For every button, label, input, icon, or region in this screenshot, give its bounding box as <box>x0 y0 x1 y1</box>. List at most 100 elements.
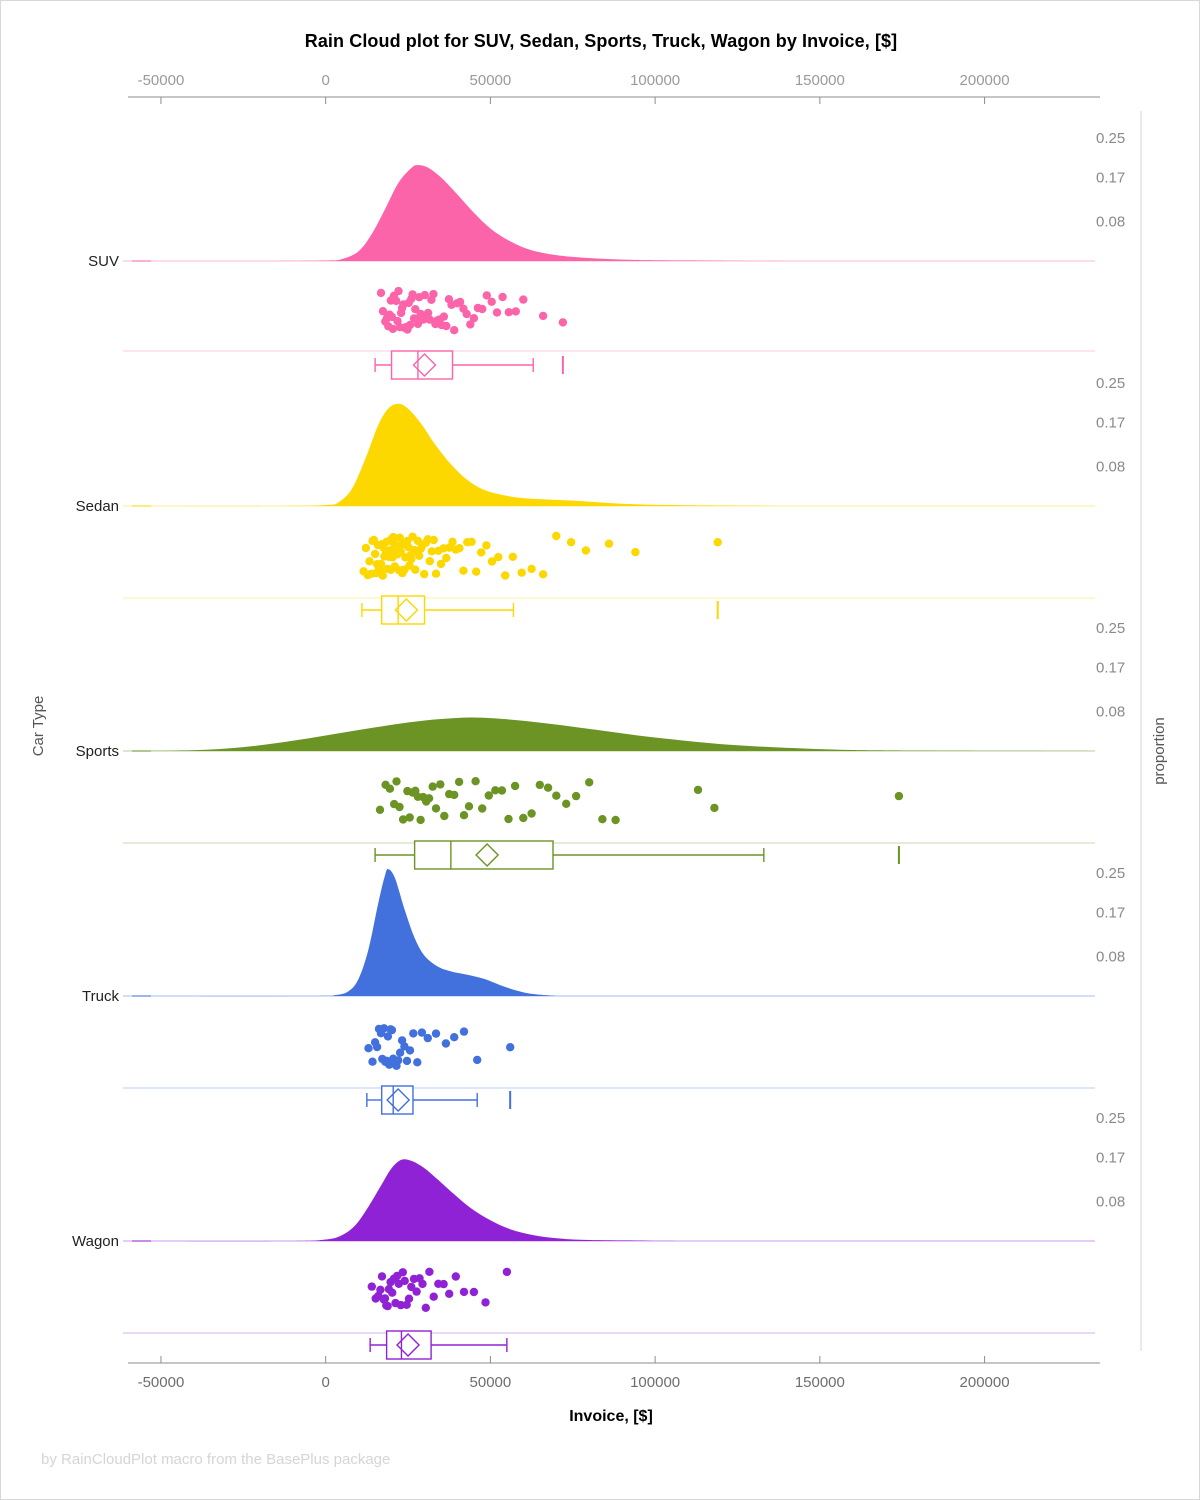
proportion-tick-label: 0.08 <box>1096 704 1125 721</box>
rain-dot <box>506 1043 515 1052</box>
rain-dot <box>385 784 395 793</box>
rain-dots <box>376 286 568 335</box>
x-axis-tick-label: 0 <box>321 72 329 89</box>
rain-dot <box>413 1058 422 1067</box>
density-cloud <box>128 869 1090 997</box>
rain-dot <box>527 564 536 574</box>
footer-credit: by RainCloudPlot macro from the BasePlus… <box>41 1451 391 1468</box>
rain-dot <box>431 804 441 813</box>
rain-dot <box>442 321 451 331</box>
rain-dot <box>416 815 425 825</box>
rain-dot <box>395 533 404 542</box>
rain-dot <box>441 1039 451 1048</box>
rain-dot <box>459 1287 469 1297</box>
category-label-sports: Sports <box>76 743 119 760</box>
rain-dot <box>431 569 441 578</box>
category-label-wagon: Wagon <box>72 1233 119 1250</box>
rain-dot <box>448 537 457 546</box>
rain-dot <box>519 813 528 823</box>
rain-dot <box>405 320 415 330</box>
box-iqr <box>390 350 454 380</box>
x-axis-tick-label: 200000 <box>960 1374 1010 1391</box>
panel-sedan: 0.25 0.17 0.08 Sedan <box>76 375 1125 625</box>
rain-dot <box>398 815 408 824</box>
rain-dot <box>538 570 548 579</box>
x-axis-tick-label: -50000 <box>138 72 185 89</box>
rain-dot <box>477 548 486 557</box>
rain-dot <box>378 571 387 580</box>
rain-dot <box>376 559 386 569</box>
rain-dot <box>423 1033 432 1043</box>
proportion-tick-label: 0.17 <box>1096 169 1125 186</box>
rain-dot <box>713 538 722 547</box>
rain-dot <box>376 1285 385 1295</box>
rain-dot <box>445 1289 454 1299</box>
rain-dot <box>418 1279 427 1289</box>
rain-dot <box>405 813 414 822</box>
x-axis-tick-label: 150000 <box>795 72 845 89</box>
rain-dot <box>388 1288 397 1297</box>
rain-dot <box>376 288 386 298</box>
rain-dot <box>392 296 401 306</box>
rain-dot <box>497 786 507 795</box>
rain-dot <box>558 318 568 327</box>
mean-diamond <box>396 1333 421 1357</box>
rain-dot <box>471 777 480 786</box>
rain-dot <box>387 1025 397 1035</box>
x-axis-tick-label: 0 <box>321 1374 329 1391</box>
proportion-tick-label: 0.08 <box>1096 459 1125 476</box>
rain-dot <box>379 1024 389 1033</box>
rain-dot <box>566 538 576 547</box>
rain-dot <box>370 549 380 559</box>
rain-dot <box>372 1042 382 1052</box>
proportion-tick-label: 0.17 <box>1096 904 1125 921</box>
proportion-tick-label: 0.17 <box>1096 414 1125 431</box>
rain-dot <box>365 557 374 566</box>
rain-dot <box>894 791 904 801</box>
rain-dot <box>412 1287 421 1296</box>
panel-sports: 0.25 0.17 0.08 Sports <box>76 620 1125 870</box>
rain-dot <box>511 307 520 316</box>
rain-dot <box>368 1057 377 1066</box>
rain-dot <box>420 569 429 579</box>
rain-dot <box>383 1032 393 1041</box>
rain-dot <box>421 1303 430 1313</box>
rain-dot <box>535 780 544 790</box>
rain-dot <box>472 567 481 576</box>
density-cloud <box>128 403 1090 507</box>
rain-dot <box>377 1272 387 1281</box>
rain-dot <box>400 1276 409 1286</box>
panel-wagon: 0.25 0.17 0.08 Wagon <box>72 1110 1125 1360</box>
rain-dot <box>571 791 581 801</box>
rain-dot <box>417 1028 427 1037</box>
rain-dot <box>693 785 703 795</box>
rain-dot <box>467 537 476 546</box>
rain-dot <box>436 780 445 789</box>
rain-dot <box>409 1029 418 1038</box>
proportion-tick-label: 0.08 <box>1096 949 1125 966</box>
x-axis-title: Invoice, [$] <box>569 1408 653 1425</box>
rain-dot <box>442 553 451 563</box>
rain-dot <box>464 802 474 811</box>
rain-dot <box>367 1282 376 1291</box>
rain-dot <box>510 781 520 791</box>
rain-dot <box>408 290 417 299</box>
rain-dot <box>451 1272 460 1281</box>
panel-suv: 0.25 0.17 0.08 SUV <box>88 130 1125 380</box>
rain-dot <box>469 314 479 323</box>
proportion-tick-label: 0.08 <box>1096 214 1125 231</box>
rain-dot <box>431 1029 441 1038</box>
rain-dot <box>482 291 491 300</box>
rain-dot <box>598 815 607 824</box>
rain-dot <box>450 1033 459 1042</box>
box-iqr <box>413 840 554 870</box>
rain-dot <box>396 1300 405 1310</box>
rain-dot <box>631 547 640 557</box>
rain-dot <box>459 811 469 820</box>
rain-dot <box>407 554 416 564</box>
rain-dot <box>459 1027 469 1036</box>
mean-diamond <box>386 1088 411 1112</box>
mean-diamond <box>475 843 500 867</box>
x-axis-tick-label: 200000 <box>960 72 1010 89</box>
